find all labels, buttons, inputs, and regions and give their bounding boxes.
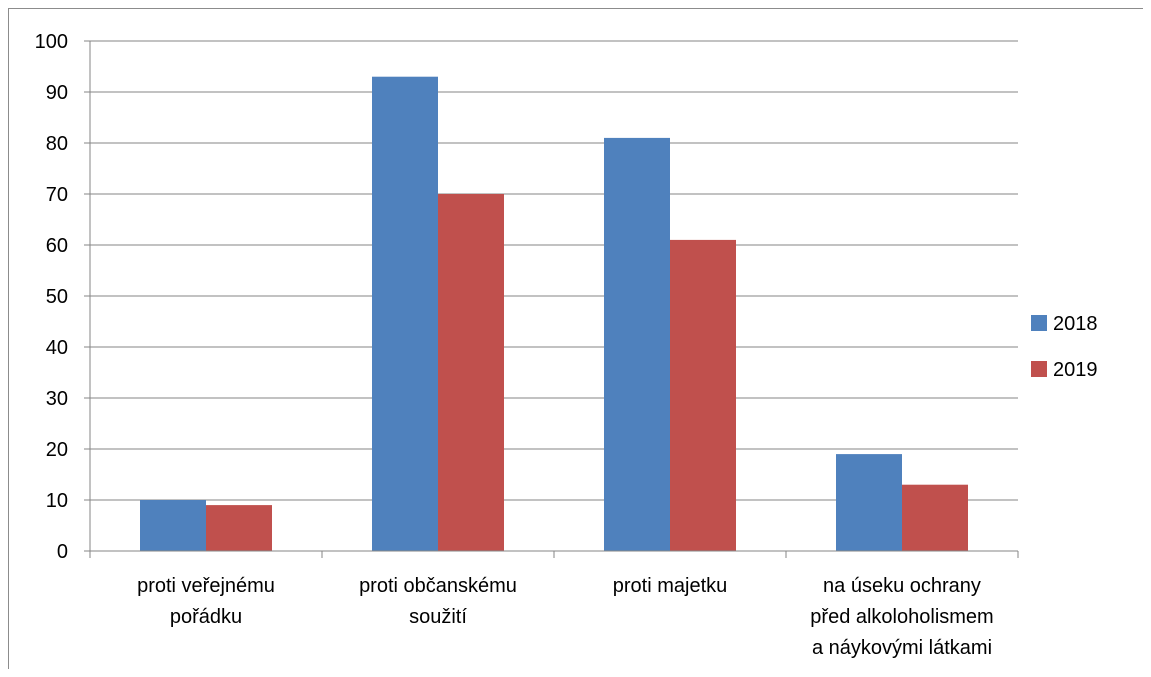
y-tick-label: 30 <box>46 388 68 410</box>
y-tick-label: 20 <box>46 439 68 461</box>
legend-swatch <box>1031 361 1047 377</box>
y-axis-ticks: 0 10 20 30 40 50 60 70 80 90 100 <box>35 31 68 563</box>
bar-2018 <box>372 76 438 551</box>
bar-2019 <box>670 239 736 551</box>
y-tick-label: 10 <box>46 490 68 512</box>
y-tick-label: 70 <box>46 184 68 206</box>
y-tick-label: 90 <box>46 82 68 104</box>
y-tick-label: 60 <box>46 235 68 257</box>
x-axis-labels: proti veřejnému pořádku proti občanskému so… <box>137 575 994 659</box>
chart-frame <box>8 8 1143 669</box>
bar-2018 <box>836 454 902 551</box>
bar-2018 <box>604 137 670 551</box>
y-tick-label: 100 <box>35 31 68 53</box>
legend: 2018 2019 <box>1031 313 1098 381</box>
legend-swatch <box>1031 315 1047 331</box>
x-tick-label: proti občanskému <box>359 575 517 597</box>
legend-label: 2018 <box>1053 313 1098 335</box>
y-tick-label: 80 <box>46 133 68 155</box>
x-tick-label: pořádku <box>170 606 242 628</box>
x-tick-label: a náykovými látkami <box>812 637 992 659</box>
x-tick-label: soužití <box>409 606 467 628</box>
x-tick-label: proti majetku <box>613 575 728 597</box>
legend-label: 2019 <box>1053 359 1098 381</box>
y-tick-label: 40 <box>46 337 68 359</box>
x-tick-label: proti veřejnému <box>137 575 275 597</box>
x-tick-label: před alkoloholismem <box>810 606 993 628</box>
y-tick-label: 50 <box>46 286 68 308</box>
bar-2019 <box>902 484 968 551</box>
bar-2018 <box>140 500 206 551</box>
bar-2019 <box>206 505 272 551</box>
axes <box>84 40 1019 558</box>
bars <box>140 76 968 551</box>
gridlines <box>90 40 1018 501</box>
y-tick-label: 0 <box>57 541 68 563</box>
bar-2019 <box>438 194 504 551</box>
x-tick-label: na úseku ochrany <box>823 575 981 597</box>
